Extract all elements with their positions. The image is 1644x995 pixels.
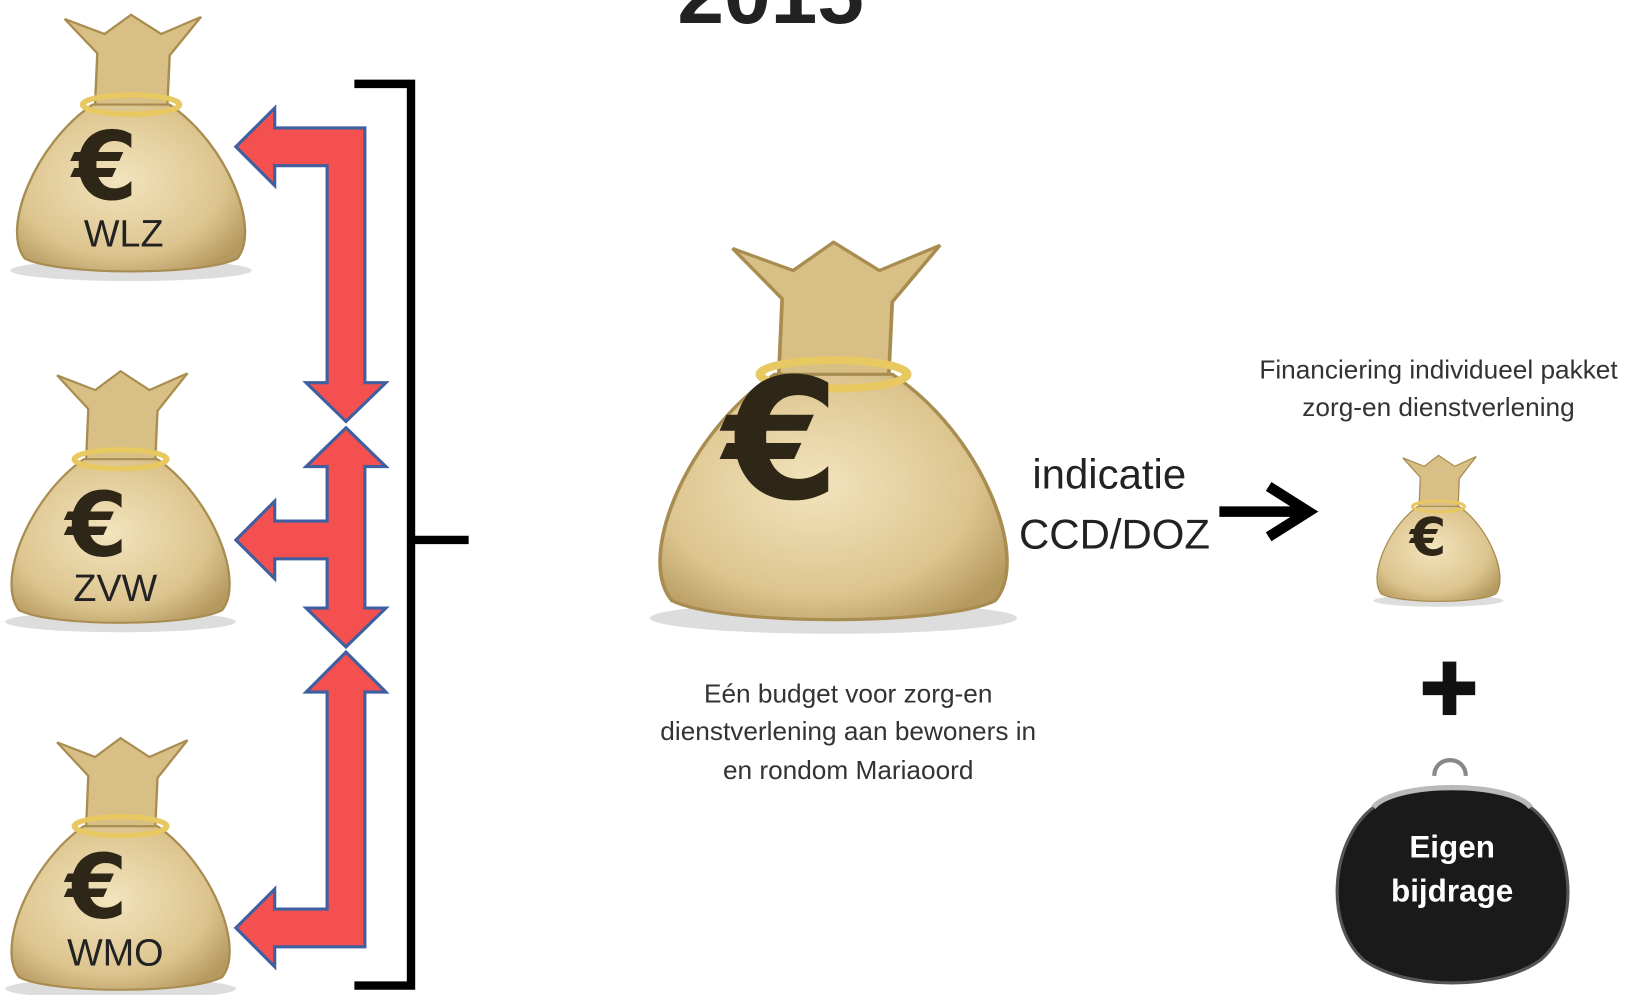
euro-symbol: € [719,342,840,538]
fund-label: ZVW [73,567,157,609]
indication: CCD/DOZ [1019,510,1210,557]
fund-label: WMO [67,932,163,974]
caption: Financiering individueel pakket [1259,354,1618,384]
caption: Eén budget voor zorg-en [704,678,992,708]
euro-symbol: € [63,835,127,939]
arrow [233,104,390,424]
arrow [233,425,390,650]
right-arrow [1219,482,1319,542]
euro-symbol: € [70,112,138,222]
euro-symbol: € [63,474,127,578]
purse-clasp [1432,758,1468,777]
euro-symbol: € [1409,508,1446,569]
caption: zorg-en dienstverlening [1302,392,1574,422]
indication: indicatie [1032,451,1186,498]
contribution: bijdrage [1391,874,1513,909]
bracket [354,79,469,990]
purse-frame [1371,785,1533,810]
contribution: Eigen [1409,830,1495,865]
caption: en rondom Mariaoord [723,755,974,785]
plus [1442,661,1457,716]
fund-label: WLZ [84,212,164,254]
caption: dienstverlening aan bewoners in [660,716,1036,746]
title: 2015 [677,0,864,41]
arrow [233,649,390,971]
